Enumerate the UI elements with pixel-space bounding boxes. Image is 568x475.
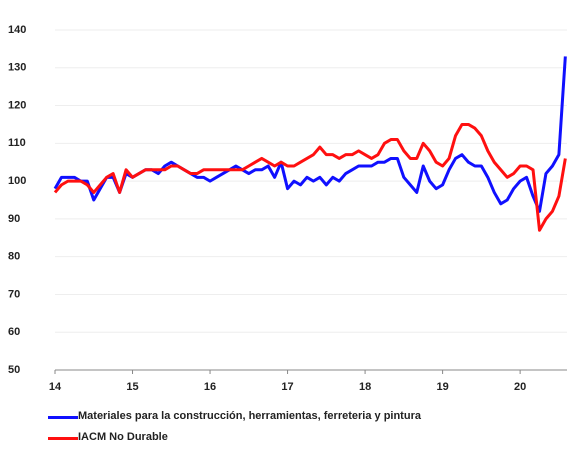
y-tick-label: 120: [8, 99, 26, 111]
y-tick-label: 90: [8, 213, 20, 225]
legend-label: Materiales para la construcción, herrami…: [78, 410, 421, 422]
chart: 50 60 70 80 90 100 110 120 130 140 14 15 16 17 18 19 20: [8, 24, 567, 393]
y-tick-label: 100: [8, 175, 26, 187]
x-tick-label: 20: [514, 381, 526, 393]
x-tick-label: 18: [359, 381, 371, 393]
x-tick-label: 14: [49, 381, 62, 393]
y-tick-label: 140: [8, 24, 26, 36]
legend-item: IACM No Durable: [48, 431, 558, 443]
y-tick-label: 50: [8, 364, 20, 376]
line-series: [53, 122, 567, 232]
line-series: [53, 56, 567, 213]
x-tick-label: 19: [436, 381, 448, 393]
legend-label: IACM No Durable: [78, 431, 168, 443]
y-tick-label: 110: [8, 137, 26, 149]
y-tick-label: 60: [8, 326, 20, 338]
legend: Materiales para la construcción, herrami…: [48, 410, 558, 452]
legend-item: Materiales para la construcción, herrami…: [48, 410, 558, 422]
x-tick-label: 17: [281, 381, 293, 393]
x-tick-label: 15: [126, 381, 138, 393]
y-tick-label: 70: [8, 288, 20, 300]
y-tick-label: 80: [8, 251, 20, 263]
x-tick-label: 16: [204, 381, 216, 393]
legend-swatch: [48, 437, 78, 440]
y-tick-label: 130: [8, 62, 26, 74]
legend-swatch: [48, 416, 78, 419]
